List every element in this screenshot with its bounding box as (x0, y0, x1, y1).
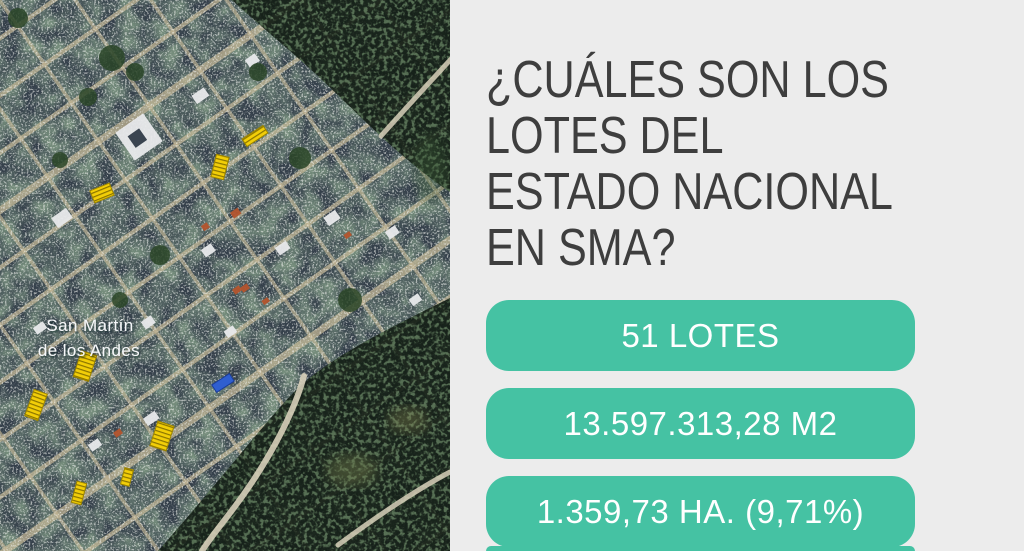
map-label-line2: de los Andes (38, 341, 140, 360)
stat-pill-ha-label: 1.359,73 HA. (9,71%) (536, 492, 865, 530)
forest-layer (158, 0, 450, 551)
stat-pill-ha[interactable]: 1.359,73 HA. (9,71%) (486, 476, 915, 547)
lot-marker (241, 124, 269, 148)
buildings-layer (8, 8, 423, 452)
stats-list: 51 LOTES 13.597.313,28 M2 1.359,73 HA. (… (486, 300, 1024, 547)
slide-title: ¿CUÁLES SON LOS LOTES DEL ESTADO NACIONA… (486, 51, 893, 277)
lot-marker (89, 182, 115, 204)
map-image: San Martín de los Andes (0, 0, 450, 551)
lot-marker (211, 372, 235, 394)
stat-pill-lotes[interactable]: 51 LOTES (486, 300, 915, 371)
stat-pill-m2[interactable]: 13.597.313,28 M2 (486, 388, 915, 459)
forest-roads (199, 56, 450, 551)
stat-pill-partial (486, 546, 915, 551)
map-place-label: San Martín de los Andes (38, 316, 140, 360)
stat-pill-lotes-label: 51 LOTES (621, 316, 780, 354)
lots-layer (23, 124, 269, 506)
lot-marker (23, 388, 49, 422)
lot-marker (119, 467, 135, 487)
map-label-line1: San Martín (46, 316, 133, 335)
info-panel: ¿CUÁLES SON LOS LOTES DEL ESTADO NACIONA… (450, 0, 1024, 551)
map-svg: San Martín de los Andes (0, 0, 450, 551)
lot-marker (210, 153, 230, 181)
lot-marker (149, 420, 175, 452)
stat-pill-m2-label: 13.597.313,28 M2 (563, 404, 838, 442)
lot-marker (72, 350, 98, 382)
lot-marker (70, 480, 88, 506)
